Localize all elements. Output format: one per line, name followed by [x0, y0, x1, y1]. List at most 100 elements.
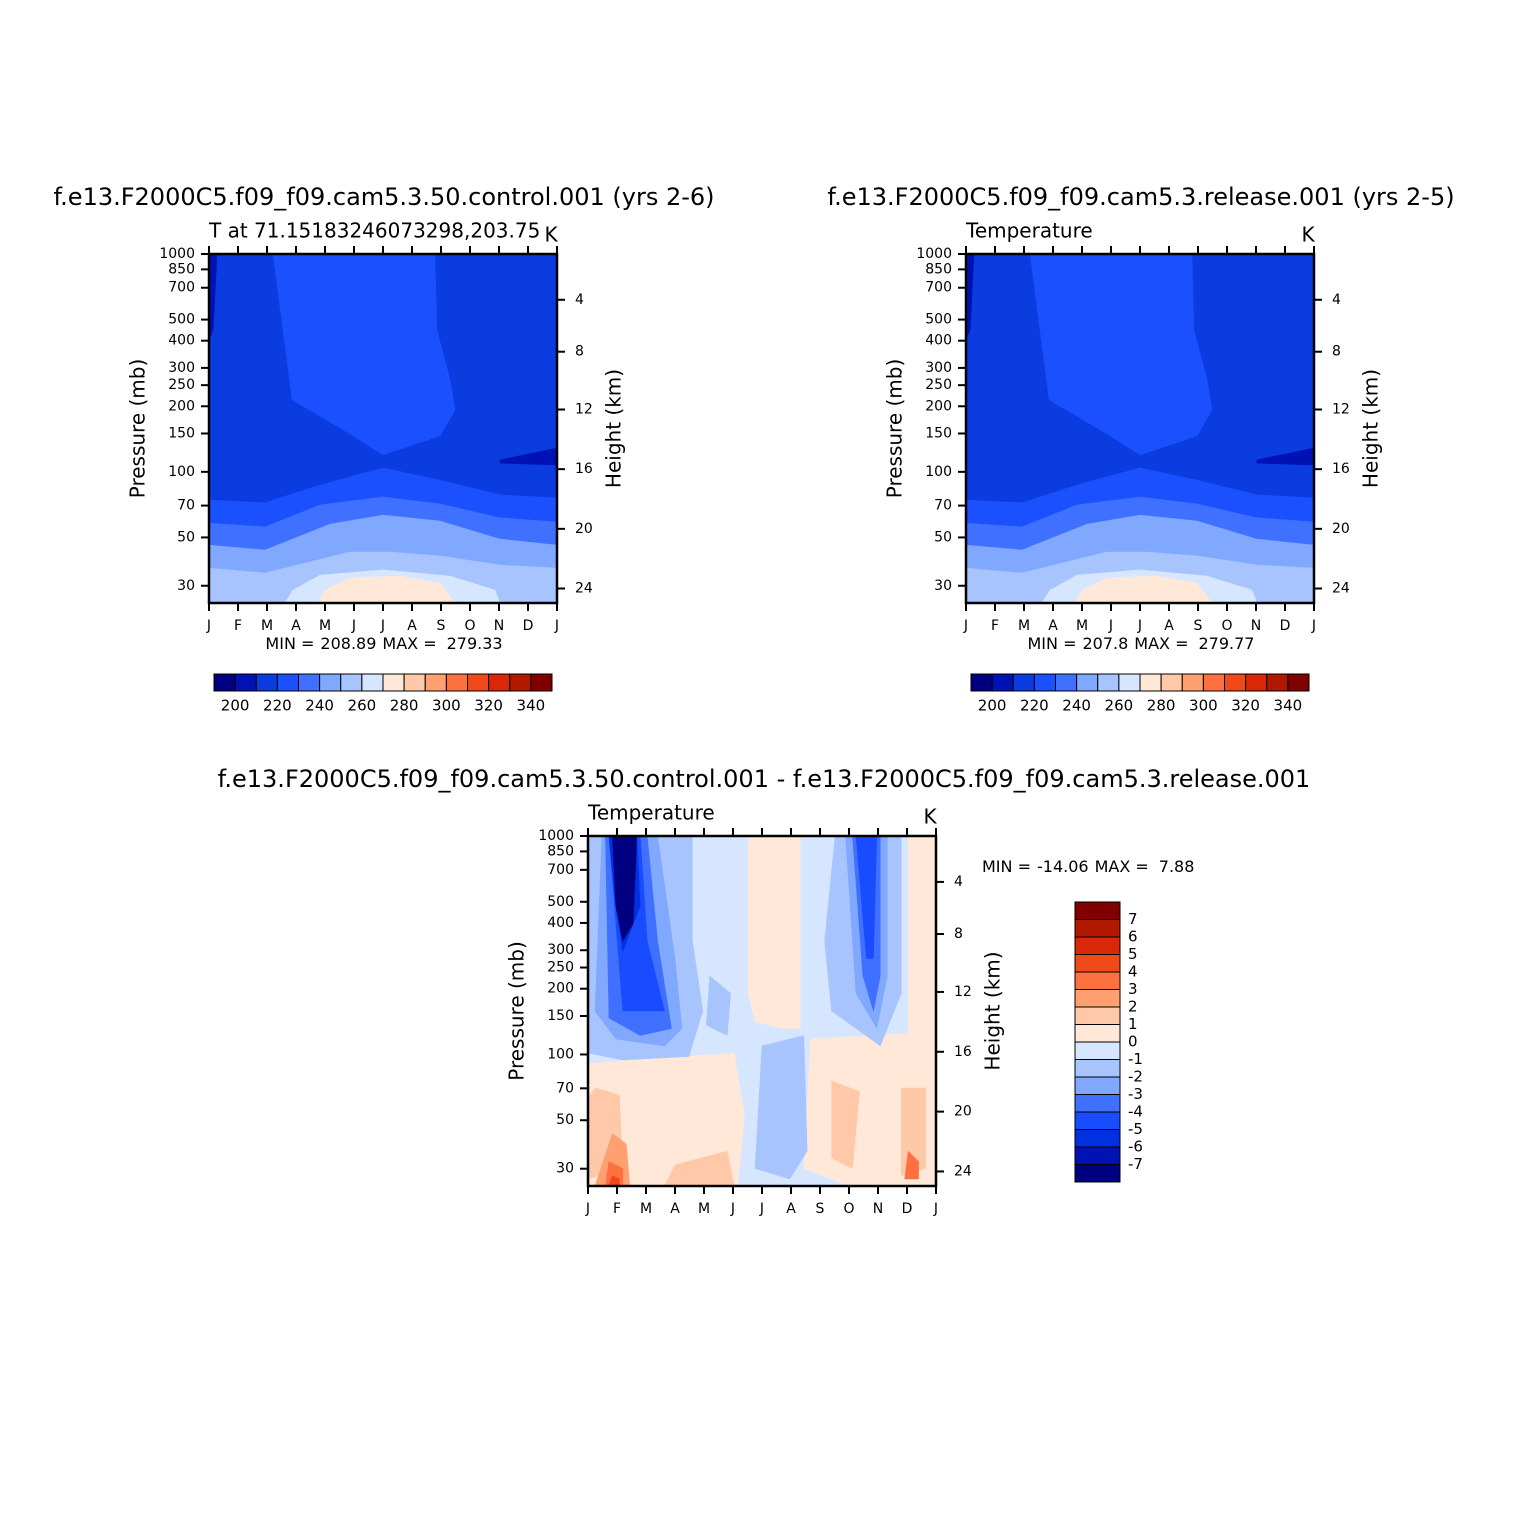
x-tick-label: A: [291, 618, 301, 634]
contour-band: [1074, 575, 1213, 603]
x-tick-label: M: [698, 1201, 710, 1217]
x-tick-label: J: [554, 618, 559, 634]
x-tick-label: J: [1311, 618, 1316, 634]
x-tick-label: J: [206, 618, 211, 634]
x-tick-label: N: [873, 1201, 883, 1217]
colorbar-label: 2: [1128, 998, 1138, 1016]
contour-band: [664, 1150, 735, 1186]
colorbar-label: 300: [432, 697, 461, 715]
colorbar-label: 0: [1128, 1033, 1138, 1051]
y2-tick-label: 4: [954, 874, 963, 890]
colorbar-box: [1074, 1006, 1121, 1025]
min-max-min-label: MIN =: [982, 857, 1031, 876]
y2-tick-label: 8: [1332, 344, 1341, 360]
min-max-max-label: MAX =: [382, 634, 436, 653]
x-tick-label: F: [234, 618, 242, 634]
units: K: [923, 805, 937, 829]
colorbar-box: [1139, 673, 1162, 692]
panel-title: f.e13.F2000C5.f09_f09.cam5.3.50.control.…: [218, 765, 1311, 793]
colorbar-box: [1224, 673, 1247, 692]
y-tick-label: 30: [556, 1161, 574, 1177]
colorbar-box: [488, 673, 511, 692]
min-max-max: 7.88: [1159, 857, 1195, 876]
x-tick-label: A: [407, 618, 417, 634]
colorbar-box: [1012, 673, 1035, 692]
colorbar-box: [1160, 673, 1183, 692]
colorbar-label: 340: [517, 697, 546, 715]
colorbar-box: [1074, 1059, 1121, 1078]
min-max: MIN = 208.89 MAX = 279.33: [265, 634, 502, 653]
min-max-min-label: MIN =: [1028, 634, 1077, 653]
min-max-min: -14.06: [1037, 857, 1089, 876]
colorbar-box: [255, 673, 278, 692]
y-tick-label: 1000: [159, 246, 195, 262]
min-max-max-label: MAX =: [1134, 634, 1188, 653]
panel-title: f.e13.F2000C5.f09_f09.cam5.3.50.control.…: [53, 183, 714, 211]
min-max: MIN = -14.06 MAX = 7.88: [982, 857, 1194, 876]
y-tick-label: 30: [177, 578, 195, 594]
x-tick-label: S: [437, 618, 446, 634]
x-tick-label: M: [319, 618, 331, 634]
y-tick-label: 500: [168, 312, 195, 328]
y2-tick-label: 8: [954, 926, 963, 942]
y-tick-label: 250: [925, 377, 952, 393]
colorbar-box: [1074, 1146, 1121, 1165]
y-tick-label: 30: [934, 578, 952, 594]
y-tick-label: 700: [925, 280, 952, 296]
contour-band: [1256, 447, 1314, 466]
panel: f.e13.F2000C5.f09_f09.cam5.3.50.control.…: [53, 183, 714, 715]
x-tick-label: N: [1251, 618, 1261, 634]
colorbar-box: [340, 673, 363, 692]
y-tick-label: 700: [168, 280, 195, 296]
y-tick-label: 1000: [916, 246, 952, 262]
y-tick-label: 300: [925, 360, 952, 376]
contour-band: [499, 447, 557, 466]
y2-tick-label: 20: [1332, 521, 1350, 537]
x-tick-label: J: [963, 618, 968, 634]
x-tick-label: O: [464, 618, 475, 634]
colorbar-box: [403, 673, 426, 692]
colorbar-box: [1245, 673, 1268, 692]
colorbar-box: [1074, 1041, 1121, 1060]
min-max-max: 279.33: [447, 634, 503, 653]
min-max-min: 207.8: [1082, 634, 1128, 653]
contour-band: [612, 836, 637, 942]
colorbar-label: -1: [1128, 1050, 1143, 1068]
x-tick-label: M: [1076, 618, 1088, 634]
x-tick-label: J: [585, 1201, 590, 1217]
colorbar-box: [1074, 1164, 1121, 1183]
y-axis-label: Pressure (mb): [883, 359, 907, 499]
colorbar-box: [213, 673, 236, 692]
y-tick-label: 100: [547, 1046, 574, 1062]
colorbar-box: [1055, 673, 1078, 692]
min-max-min-label: MIN =: [265, 634, 314, 653]
y2-tick-label: 20: [954, 1104, 972, 1120]
panel-subtitle: Temperature: [965, 219, 1093, 243]
y2-tick-label: 16: [1332, 461, 1350, 477]
units: K: [544, 223, 558, 247]
y-tick-label: 70: [177, 498, 195, 514]
min-max-max-label: MAX =: [1095, 857, 1149, 876]
y-tick-label: 200: [925, 398, 952, 414]
y2-tick-label: 4: [575, 292, 584, 308]
panel-subtitle: Temperature: [587, 801, 715, 825]
colorbar-box: [509, 673, 532, 692]
colorbar-label: 240: [305, 697, 334, 715]
x-tick-label: J: [759, 1201, 764, 1217]
colorbar-box: [1074, 936, 1121, 955]
colorbar-label: 320: [474, 697, 503, 715]
x-tick-label: A: [786, 1201, 796, 1217]
x-tick-label: J: [933, 1201, 938, 1217]
colorbar-label: -7: [1128, 1155, 1143, 1173]
colorbar-box: [1074, 954, 1121, 973]
contour-band: [272, 254, 456, 456]
colorbar-box: [1287, 673, 1310, 692]
x-tick-label: J: [380, 618, 385, 634]
y2-tick-label: 24: [1332, 581, 1350, 597]
colorbar-box: [298, 673, 321, 692]
colorbar-label: 220: [263, 697, 292, 715]
colorbar-label: 260: [1105, 697, 1134, 715]
contour-fill: [209, 254, 557, 603]
y2-tick-label: 12: [575, 401, 593, 417]
y2-tick-label: 8: [575, 344, 584, 360]
